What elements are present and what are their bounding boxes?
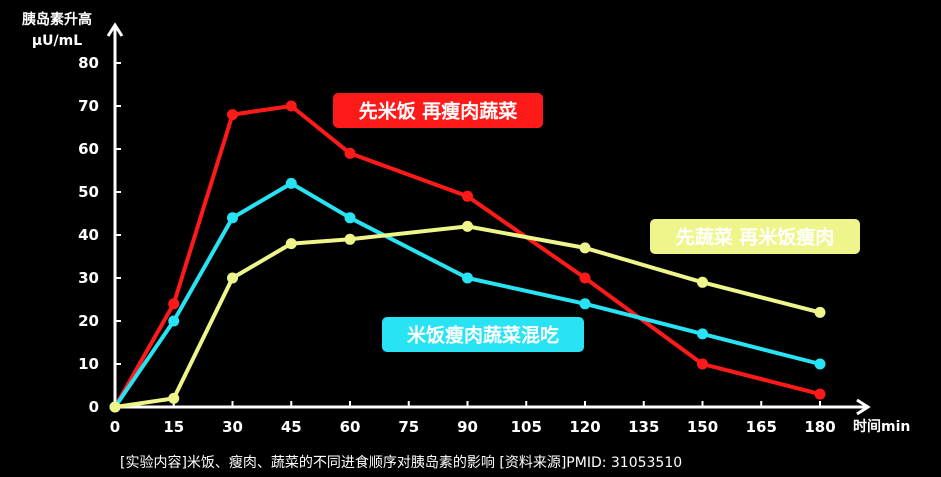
y-axis-title-line2: μU/mL: [32, 33, 82, 49]
data-point: [462, 190, 473, 202]
y-tick-label: 0: [89, 398, 99, 416]
data-point: [697, 358, 708, 370]
data-point: [227, 212, 238, 224]
data-point: [168, 392, 180, 404]
x-tick-label: 165: [746, 418, 777, 436]
x-tick-label: 15: [163, 418, 184, 436]
y-tick-label: 60: [78, 140, 99, 158]
data-point: [168, 315, 180, 327]
x-tick-label: 30: [222, 418, 243, 436]
series-label: 先蔬菜 再米饭瘦肉: [676, 226, 835, 249]
y-axis-arrow: [106, 22, 124, 37]
data-point: [579, 242, 591, 254]
data-point: [697, 276, 708, 288]
x-axis-arrow: [856, 398, 871, 416]
y-tick-label: 30: [78, 269, 99, 287]
x-axis-unit-label: 时间min: [853, 418, 910, 435]
data-point: [109, 401, 121, 413]
y-tick-label: 10: [78, 355, 99, 373]
data-point: [344, 147, 356, 159]
data-point: [814, 358, 826, 370]
series-label: 先米饭 再瘦肉蔬菜: [359, 100, 518, 123]
series-label: 米饭瘦肉蔬菜混吃: [407, 324, 559, 347]
data-point: [227, 109, 238, 121]
y-axis-title-line1: 胰岛素升高: [22, 11, 92, 28]
data-point: [285, 238, 297, 250]
series-line: [113, 104, 822, 409]
x-tick-label: 180: [804, 418, 835, 436]
chart-axes: [106, 22, 871, 416]
x-tick-label: 0: [110, 418, 120, 436]
data-point: [168, 298, 180, 310]
series-label-box: [382, 317, 584, 352]
x-tick-label: 150: [687, 418, 718, 436]
y-tick-label: 80: [78, 54, 99, 72]
y-tick-label: 20: [78, 312, 99, 330]
x-tick-label: 90: [457, 418, 478, 436]
series-label-box: [650, 219, 860, 254]
y-tick-label: 50: [78, 183, 99, 201]
x-tick-label: 105: [511, 418, 542, 436]
data-point: [227, 272, 238, 284]
x-tick-label: 120: [569, 418, 600, 436]
data-point: [814, 306, 826, 318]
source-caption: [实验内容]米饭、瘦肉、蔬菜的不同进食顺序对胰岛素的影响 [资料来源]PMID:…: [120, 455, 683, 471]
y-tick-label: 40: [78, 226, 99, 244]
data-point: [344, 233, 356, 245]
data-point: [285, 100, 297, 112]
data-point: [579, 272, 591, 284]
x-tick-label: 60: [340, 418, 361, 436]
x-tick-label: 75: [398, 418, 419, 436]
data-point: [579, 298, 591, 310]
data-point: [814, 388, 826, 400]
series-label-box: [333, 93, 543, 128]
series-lines: [109, 100, 826, 413]
data-point: [462, 220, 473, 232]
series-line: [113, 181, 822, 409]
data-point: [344, 212, 356, 224]
data-point: [285, 177, 297, 189]
axis-ticks: 0 15 30 45 60 75 90 105 120 135 150 165 180 0 10 20 30 40…: [78, 54, 836, 436]
y-tick-label: 70: [78, 97, 99, 115]
data-point: [462, 272, 473, 284]
x-tick-label: 45: [281, 418, 302, 436]
data-point: [697, 328, 708, 340]
x-tick-label: 135: [628, 418, 659, 436]
